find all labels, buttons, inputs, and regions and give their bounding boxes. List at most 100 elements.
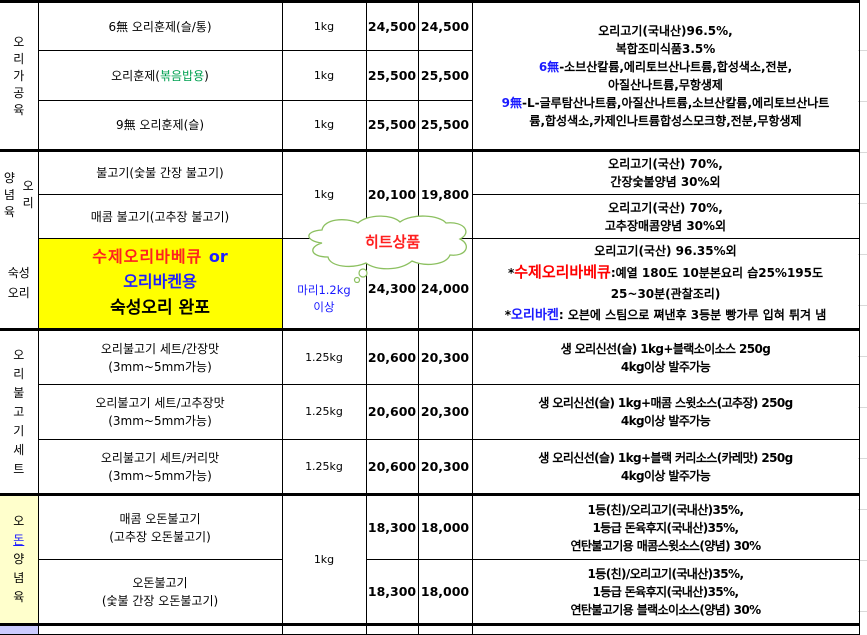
name-line: (3mm~5mm가능) <box>108 414 212 428</box>
desc-line: 간장숯불양념 30%외 <box>610 175 721 189</box>
section-processed-duck: 오 리 가 공 육 <box>0 0 39 151</box>
name-part: 오리바켄용 <box>123 272 197 291</box>
desc-part: 오리바켄 <box>511 308 559 323</box>
desc-line: 연탄불고기용 블랙소이소스(양념) 30% <box>570 602 761 617</box>
desc-part: :예열 180도 10분본요리 습25%195도 <box>610 266 824 280</box>
name-part: 수제오리바베큐 <box>92 247 209 266</box>
desc-line: 1등(친)/오리고기(국내산)35%, <box>587 566 745 581</box>
desc-line: 오리고기(국산) 70%, <box>608 200 723 215</box>
ingredients: 오리고기(국산) 70%, 고추장매콤양념 30%외 <box>471 194 860 239</box>
price-2: 20,300 <box>417 439 473 495</box>
price-2: 20,300 <box>417 384 473 440</box>
desc-line: 연탄불고기용 매콤스윗소스(양념) 30% <box>570 538 761 553</box>
section-label: 양 념 육 <box>13 552 25 604</box>
name-part: 숙성오리 완포 <box>110 298 210 318</box>
desc-line: *수제오리바베큐:예열 180도 10분본요리 습25%195도 <box>473 262 858 284</box>
price-1: 25,500 <box>365 100 419 151</box>
table-row: 오리불고기 세트/커리맛 (3mm~5mm가능) 1.25kg 20,600 20… <box>0 439 860 495</box>
product-name: 매콤 불고기(고추장 불고기) <box>37 194 283 239</box>
ingredients: 생 오리신선(슬) 1kg+블랙소이소스 250g 4kg이상 발주가능 <box>471 328 860 385</box>
desc-part: * <box>507 266 515 280</box>
table-row: 오 리 불 고 기 세 트 오리불고기 세트/간장맛 (3mm~5mm가능) 1.… <box>0 328 860 495</box>
weight: 1.25kg <box>281 439 367 495</box>
name-part: 오리훈제( <box>111 68 160 83</box>
price-1: 20,600 <box>365 384 419 440</box>
desc-line: 륨,합성색소,카제인나트륨합성스모크향,전분,무항생제 <box>529 114 802 128</box>
ingredients: 1등(친)/오리고기(국내산)35%, 1등급 돈육후지(국내산)35%, 연탄불고… <box>471 559 860 625</box>
weight-line: 마리1.2kg <box>297 282 351 297</box>
section-aged-duck: 숙성 오리 <box>0 238 39 330</box>
name-line: (3mm~5mm가능) <box>108 359 212 374</box>
weight: 1kg <box>281 50 367 101</box>
weight: 1.25kg <box>281 328 367 385</box>
price-2: 18,000 <box>417 493 473 560</box>
product-name: 매콤 오돈불고기 (고추장 오돈불고기) <box>37 493 283 560</box>
ingredients: 오리고기(국산) 96.35%외 *수제오리바베큐:예열 180도 10분본요리… <box>471 238 860 330</box>
section-label: 오 리 <box>22 179 34 211</box>
desc-line: 생 오리신선(슬) 1kg+매콤 스윗소스(고추장) 250g <box>538 396 793 410</box>
price-1: 18,300 <box>365 493 419 560</box>
product-name: 불고기(숯불 간장 불고기) <box>37 149 283 195</box>
product-name: 오돈불고기 (숯불 간장 오돈불고기) <box>37 559 283 625</box>
name-line: (고추장 오돈불고기) <box>109 529 211 544</box>
price-2: 18,000 <box>417 559 473 625</box>
product-name: 9無 오리훈제(슬) <box>37 100 283 151</box>
desc-line: 4kg이상 발주가능 <box>620 468 711 483</box>
desc-line: 25~30분(관찰조리) <box>610 287 721 301</box>
desc-line: *오리바켄: 오븐에 스팀으로 쪄낸후 3등분 빵가루 입혀 튀겨 냄 <box>473 305 858 326</box>
desc-line: 4kg이상 발주가능 <box>620 359 711 374</box>
price-2: 25,500 <box>417 100 473 151</box>
price-1: 24,500 <box>365 0 419 51</box>
desc-line: 생 오리신선(슬) 1kg+블랙소이소스 250g <box>560 341 771 356</box>
price-1: 20,600 <box>365 439 419 495</box>
desc-line: 9無-L-글루탐산나트륨,아질산나트륨,소브산칼륨,에리토브산나트 <box>473 94 858 112</box>
price-2: 25,500 <box>417 50 473 101</box>
table-row: 9無 오리훈제(슬) 1kg 25,500 25,500 <box>0 100 859 151</box>
desc-text: -L-글루탐산나트륨,아질산나트륨,소브산칼륨,에리토브산나트 <box>522 96 830 110</box>
table-row: 오리불고기 세트/고추장맛 (3mm~5mm가능) 1.25kg 20,600 2… <box>0 384 860 440</box>
hit-product-callout: 히트상품 <box>365 233 421 251</box>
table-row: 오 리 가 공 육 6無 오리훈제(슬/통) 1kg 24,500 24,500… <box>0 0 860 151</box>
section-odon-marinated: 오 돈 양 념 육 <box>0 493 39 625</box>
price-1: 25,500 <box>365 50 419 101</box>
weight: 1kg <box>281 100 367 151</box>
weight: 1kg <box>281 493 367 625</box>
name-line: (숯불 간장 오돈불고기) <box>101 593 219 608</box>
section-label: 돈 <box>13 533 25 547</box>
desc-line: 복합조미식품3.5% <box>615 42 716 56</box>
product-name: 오리불고기 세트/고추장맛 (3mm~5mm가능) <box>37 384 283 440</box>
name-line: 오리불고기 세트/커리맛 <box>100 450 220 465</box>
desc-part: * <box>504 308 512 322</box>
name-part: or <box>208 247 228 266</box>
desc-label: 9無 <box>501 96 523 110</box>
desc-line: 아질산나트륨,무항생제 <box>608 78 723 92</box>
product-name: 6無 오리훈제(슬/통) <box>37 0 283 51</box>
weight-line: 이상 <box>313 299 335 314</box>
ingredients: 1등(친)/오리고기(국내산)35%, 1등급 돈육후지(국내산)35%, 연탄불고… <box>471 493 860 560</box>
name-line: 오리불고기 세트/고추장맛 <box>95 396 225 410</box>
section-bulgogi-set: 오 리 불 고 기 세 트 <box>0 328 39 495</box>
table-row: 오리훈제(볶음밥용) 1kg 25,500 25,500 <box>0 50 859 101</box>
ingredients: 생 오리신선(슬) 1kg+블랙 커리소스(카레맛) 250g 4kg이상 발주가… <box>471 439 860 495</box>
section-label: 오 <box>13 514 25 528</box>
desc-line: 생 오리신선(슬) 1kg+블랙 커리소스(카레맛) 250g <box>538 450 793 465</box>
desc-line: 오리고기(국산) 70%, <box>608 157 723 171</box>
desc-line: 1등(친)/오리고기(국내산)35%, <box>587 502 745 517</box>
name-line: 오리불고기 세트/간장맛 <box>100 341 220 356</box>
table-row: 오돈불고기 (숯불 간장 오돈불고기) 18,300 18,000 1등(친)/오… <box>0 559 860 625</box>
desc-line: 6無-소브산칼륨,에리토브산나트륨,합성색소,전분, <box>473 58 858 76</box>
weight: 1kg <box>281 0 367 51</box>
price-1: 18,300 <box>365 559 419 625</box>
product-name: 오리불고기 세트/간장맛 (3mm~5mm가능) <box>37 328 283 385</box>
desc-label: 6無 <box>538 60 560 74</box>
table-row: 매콤 불고기(고추장 불고기) 오리고기(국산) 70%, 고추장매콤양념 30%… <box>0 194 860 239</box>
cloud-callout-icon <box>308 215 467 283</box>
desc-line: 4kg이상 발주가능 <box>620 414 711 428</box>
desc-line: 오리고기(국내산)96.5%, <box>598 24 733 38</box>
desc-line: 1등급 돈육후지(국내산)35%, <box>592 520 740 535</box>
ingredients: 생 오리신선(슬) 1kg+매콤 스윗소스(고추장) 250g 4kg이상 발주가… <box>471 384 860 440</box>
desc-line: 오리고기(국산) 96.35%외 <box>594 244 737 258</box>
desc-line: 고추장매콤양념 30%외 <box>604 218 727 233</box>
name-line: 매콤 오돈불고기 <box>119 511 201 526</box>
